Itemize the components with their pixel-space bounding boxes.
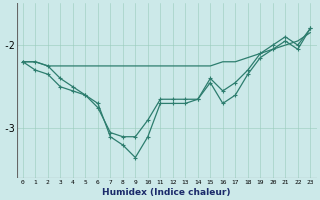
X-axis label: Humidex (Indice chaleur): Humidex (Indice chaleur) [102, 188, 231, 197]
